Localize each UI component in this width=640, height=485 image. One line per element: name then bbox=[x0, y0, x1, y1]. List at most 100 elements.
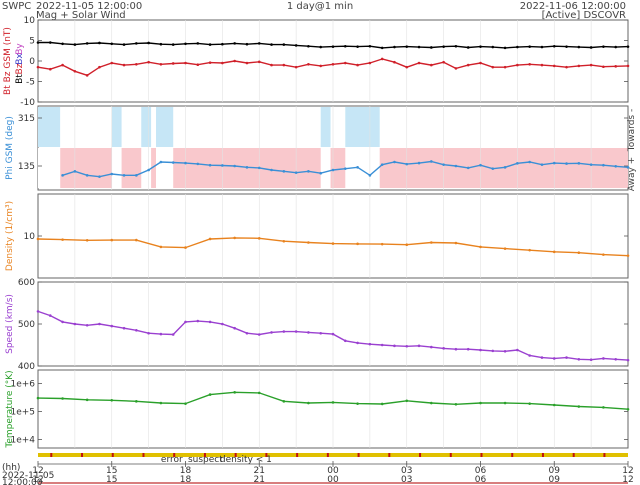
data-point bbox=[589, 63, 593, 67]
data-point bbox=[540, 356, 544, 359]
towards-band bbox=[320, 107, 331, 147]
data-point bbox=[221, 42, 224, 46]
data-point bbox=[36, 310, 40, 313]
data-point bbox=[479, 45, 482, 48]
data-point bbox=[479, 348, 482, 352]
y-tick-label: 135 bbox=[18, 162, 35, 172]
data-point bbox=[110, 398, 114, 402]
legend-entry: Bz bbox=[15, 63, 25, 74]
status-error-mark bbox=[326, 453, 329, 457]
towards-gap bbox=[38, 148, 61, 188]
data-point bbox=[307, 44, 310, 48]
data-point bbox=[356, 242, 359, 246]
data-point bbox=[602, 45, 605, 48]
data-point bbox=[159, 160, 163, 164]
data-point bbox=[208, 237, 212, 241]
y-tick-label: 10 bbox=[24, 232, 36, 242]
data-point bbox=[221, 322, 224, 326]
away-label: Away + bbox=[627, 157, 637, 191]
data-point bbox=[602, 253, 605, 256]
data-point bbox=[614, 45, 618, 49]
data-point bbox=[48, 41, 52, 44]
data-point bbox=[135, 62, 138, 66]
towards-gap bbox=[320, 148, 331, 188]
data-point bbox=[528, 248, 531, 252]
data-point bbox=[466, 63, 470, 67]
data-point bbox=[565, 45, 568, 48]
data-point bbox=[73, 43, 77, 46]
data-point bbox=[614, 164, 618, 168]
data-point bbox=[589, 46, 593, 49]
data-point bbox=[282, 400, 286, 403]
status-error-mark bbox=[511, 453, 514, 457]
data-point bbox=[589, 358, 593, 362]
data-point bbox=[245, 42, 249, 46]
swpc-brand: SWPC bbox=[2, 1, 32, 12]
time-tick-label-lower: 15 bbox=[106, 475, 117, 485]
data-point bbox=[98, 175, 101, 178]
status-error-mark bbox=[50, 453, 53, 457]
data-point bbox=[454, 44, 458, 48]
time-tick-label: 03 bbox=[401, 466, 412, 476]
data-point bbox=[196, 162, 200, 166]
y-axis-label: Phi GSM (deg) bbox=[5, 116, 15, 180]
data-point bbox=[454, 164, 458, 168]
data-point bbox=[405, 65, 409, 69]
data-point bbox=[184, 402, 187, 405]
data-point bbox=[61, 174, 64, 177]
data-point bbox=[110, 42, 114, 46]
data-point bbox=[73, 322, 77, 326]
data-point bbox=[626, 166, 630, 169]
data-point bbox=[307, 401, 310, 405]
data-point bbox=[307, 241, 310, 244]
data-point bbox=[73, 69, 77, 73]
data-point bbox=[442, 45, 445, 48]
data-point bbox=[98, 65, 101, 69]
time-tick-label-lower: 21 bbox=[254, 475, 265, 485]
data-point bbox=[516, 162, 519, 165]
data-point bbox=[294, 65, 298, 69]
data-point bbox=[479, 163, 482, 167]
data-point bbox=[282, 239, 286, 243]
data-point bbox=[540, 45, 544, 49]
data-point bbox=[356, 402, 359, 405]
data-point bbox=[159, 62, 163, 66]
data-point bbox=[110, 172, 114, 176]
data-point bbox=[479, 401, 482, 405]
resolution-label[interactable]: 1 day@1 min bbox=[286, 1, 354, 12]
towards-band bbox=[141, 107, 152, 147]
status-strip bbox=[38, 453, 628, 457]
data-point bbox=[368, 61, 372, 65]
data-point bbox=[552, 357, 556, 360]
data-point bbox=[626, 358, 630, 362]
data-point bbox=[380, 242, 384, 246]
data-source[interactable]: [Active] DSCOVR bbox=[541, 10, 626, 21]
start-date-label: 2022-11-05 bbox=[2, 471, 54, 481]
data-point bbox=[85, 174, 89, 177]
data-point bbox=[417, 344, 421, 348]
y-tick-label: 500 bbox=[18, 320, 35, 330]
data-point bbox=[430, 401, 433, 405]
data-point bbox=[110, 238, 114, 242]
data-point bbox=[466, 166, 470, 170]
y-tick-label: 1e+6 bbox=[10, 379, 35, 389]
data-point bbox=[552, 250, 556, 254]
data-point bbox=[626, 254, 630, 257]
data-point bbox=[614, 357, 618, 361]
time-tick-label: 09 bbox=[549, 466, 561, 476]
data-point bbox=[491, 167, 495, 170]
data-point bbox=[528, 45, 531, 48]
y-tick-label: 400 bbox=[18, 362, 35, 372]
data-point bbox=[430, 345, 433, 349]
data-point bbox=[307, 170, 310, 173]
data-point bbox=[135, 238, 138, 242]
data-point bbox=[393, 60, 396, 64]
status-error-mark bbox=[265, 453, 268, 457]
time-tick-label-lower: 12 bbox=[622, 475, 633, 485]
data-point bbox=[282, 43, 286, 46]
time-tick-label: 06 bbox=[475, 466, 487, 476]
data-point bbox=[405, 162, 409, 166]
